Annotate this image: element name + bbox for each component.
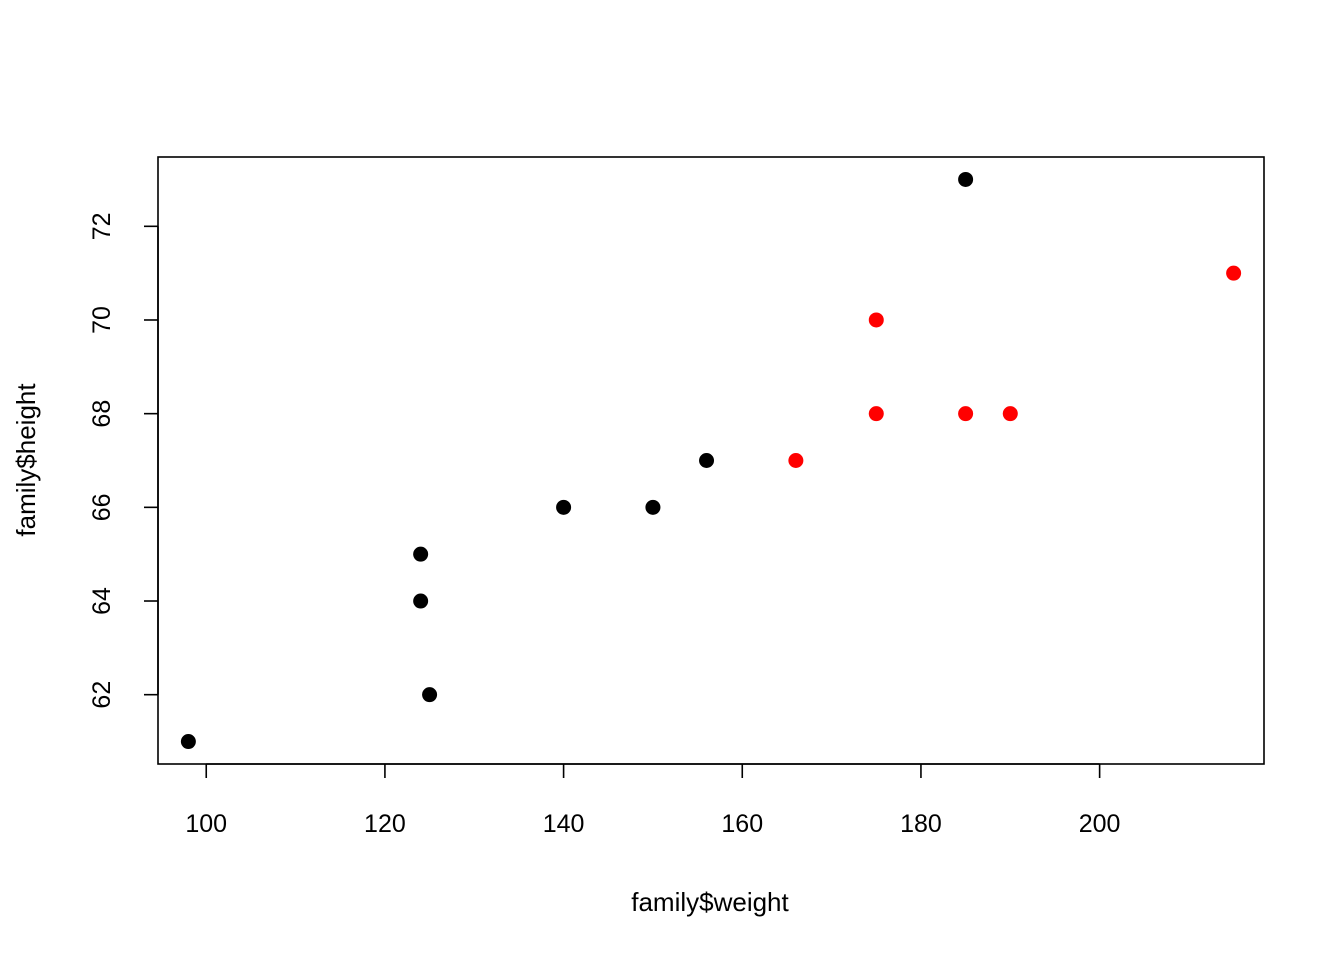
data-point-black <box>413 593 429 609</box>
data-point-black <box>422 687 438 703</box>
data-point-red <box>868 406 884 422</box>
data-point-black <box>645 499 661 515</box>
data-point-red <box>1226 265 1242 281</box>
x-axis: 100 120 140 160 180 200 <box>185 763 1121 838</box>
y-axis: 62 64 66 68 70 72 <box>88 212 159 709</box>
data-point-black <box>413 546 429 562</box>
data-point-black <box>180 734 196 750</box>
x-tick-label: 100 <box>185 810 227 838</box>
data-point-red <box>788 453 804 468</box>
y-tick-label: 66 <box>88 493 116 521</box>
x-axis-label: family$weight <box>631 887 789 917</box>
y-tick-label: 64 <box>88 587 116 615</box>
x-tick-label: 120 <box>364 810 406 838</box>
data-point-black <box>958 171 974 187</box>
x-tick-label: 160 <box>721 810 763 838</box>
data-point-red <box>1002 406 1018 422</box>
y-tick-label: 72 <box>88 212 116 240</box>
x-tick-label: 180 <box>900 810 942 838</box>
x-tick-label: 140 <box>543 810 585 838</box>
y-tick-label: 62 <box>88 681 116 709</box>
y-tick-label: 70 <box>88 306 116 334</box>
data-point-red <box>958 406 974 422</box>
y-axis-label: family$height <box>11 383 41 537</box>
x-tick-label: 200 <box>1079 810 1121 838</box>
y-tick-label: 68 <box>88 400 116 428</box>
data-point-red <box>868 312 884 328</box>
data-point-black <box>699 453 715 468</box>
data-point-black <box>556 499 572 515</box>
data-points <box>180 171 1242 750</box>
